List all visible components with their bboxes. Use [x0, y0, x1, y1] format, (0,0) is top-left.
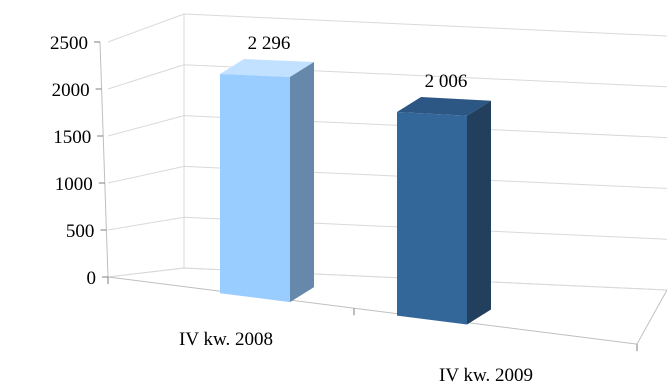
axes — [94, 41, 667, 352]
y-tick-label: 2000 — [52, 80, 90, 101]
gridlines — [107, 13, 667, 291]
y-axis — [99, 41, 109, 278]
x-axis — [107, 276, 638, 345]
bar-side-face — [467, 100, 491, 325]
y-tick-label: 1000 — [55, 174, 93, 195]
gridline-1000 — [107, 165, 667, 189]
y-tick-label: 1500 — [53, 127, 91, 148]
gridline-0 — [107, 267, 667, 291]
data-label: 2 296 — [248, 33, 291, 54]
data-label: 2 006 — [425, 71, 468, 92]
gridline-2000 — [107, 64, 667, 90]
y-tick-label: 0 — [87, 268, 97, 289]
gridline-500 — [107, 216, 667, 240]
bars — [220, 59, 491, 325]
bar-side-face — [290, 62, 314, 303]
labels: 0 500 1000 1500 2000 2500 2 296 2 006 IV kw. 200… — [50, 33, 533, 386]
gridline-1500 — [107, 115, 667, 139]
category-label: IV kw. 2009 — [439, 365, 533, 386]
bar-front-face — [220, 74, 290, 303]
bar-front-face — [397, 111, 467, 325]
bar-top-face — [397, 96, 491, 116]
gridline-2500 — [107, 13, 667, 43]
y-tick-label: 500 — [66, 221, 95, 242]
y-tick-label: 2500 — [50, 33, 88, 54]
floor-back-edge — [107, 267, 667, 291]
bar-top-face — [220, 59, 314, 78]
bar-1 — [220, 59, 314, 303]
floor-right-edge — [636, 289, 667, 345]
category-label: IV kw. 2008 — [179, 329, 273, 350]
bar-2 — [397, 96, 491, 325]
